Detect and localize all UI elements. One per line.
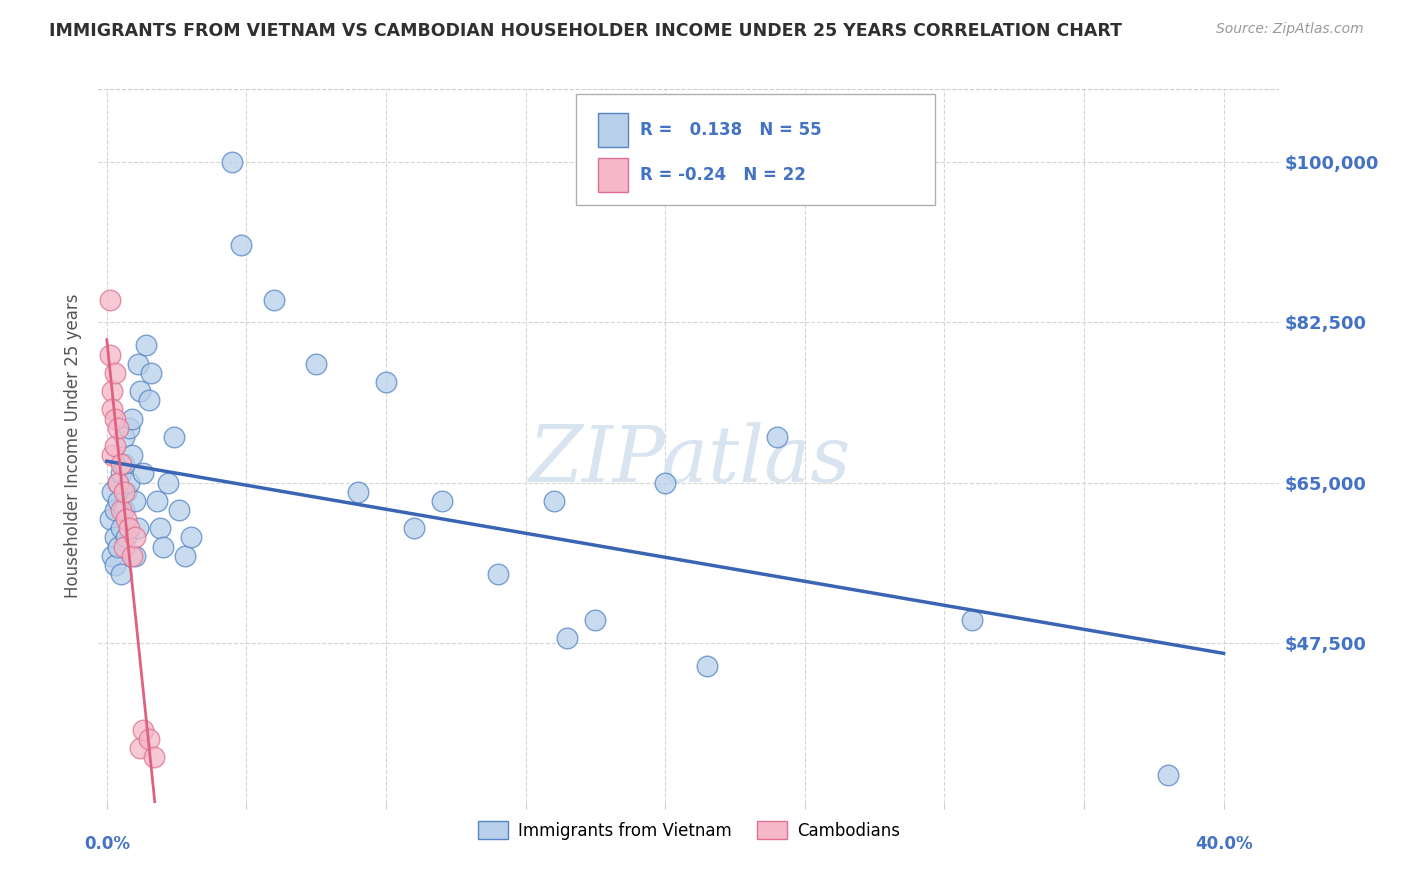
Point bbox=[107, 475, 129, 490]
Point bbox=[375, 375, 398, 389]
Point bbox=[98, 347, 121, 361]
Point bbox=[141, 366, 163, 380]
Point bbox=[101, 384, 124, 398]
Point bbox=[229, 237, 252, 252]
Point bbox=[305, 357, 328, 371]
Text: IMMIGRANTS FROM VIETNAM VS CAMBODIAN HOUSEHOLDER INCOME UNDER 25 YEARS CORRELATI: IMMIGRANTS FROM VIETNAM VS CAMBODIAN HOU… bbox=[49, 22, 1122, 40]
Point bbox=[121, 448, 143, 462]
Point bbox=[115, 512, 138, 526]
Point bbox=[112, 540, 135, 554]
Point bbox=[263, 293, 285, 307]
Point bbox=[127, 357, 149, 371]
Point bbox=[163, 430, 186, 444]
Point bbox=[110, 521, 132, 535]
Point bbox=[766, 430, 789, 444]
Point bbox=[146, 494, 169, 508]
Point bbox=[486, 567, 509, 582]
Point bbox=[654, 475, 676, 490]
Y-axis label: Householder Income Under 25 years: Householder Income Under 25 years bbox=[65, 293, 83, 599]
Point bbox=[221, 155, 243, 169]
Point bbox=[101, 402, 124, 417]
Point bbox=[696, 658, 718, 673]
Point bbox=[121, 549, 143, 563]
Point bbox=[402, 521, 425, 535]
Point bbox=[174, 549, 197, 563]
Point bbox=[110, 467, 132, 481]
Text: R =   0.138   N = 55: R = 0.138 N = 55 bbox=[640, 121, 821, 139]
Point bbox=[118, 475, 141, 490]
Point bbox=[110, 503, 132, 517]
Point bbox=[104, 439, 127, 453]
Point bbox=[135, 338, 157, 352]
Point bbox=[110, 458, 132, 472]
Point bbox=[104, 503, 127, 517]
Point bbox=[347, 484, 370, 499]
Point bbox=[101, 484, 124, 499]
Point bbox=[127, 521, 149, 535]
Point bbox=[962, 613, 984, 627]
Point bbox=[430, 494, 453, 508]
Point bbox=[107, 420, 129, 434]
Point bbox=[118, 521, 141, 535]
Point bbox=[124, 549, 146, 563]
Text: Source: ZipAtlas.com: Source: ZipAtlas.com bbox=[1216, 22, 1364, 37]
Point bbox=[121, 411, 143, 425]
Point bbox=[115, 531, 138, 545]
Point bbox=[583, 613, 606, 627]
Point bbox=[1157, 768, 1180, 782]
Text: 0.0%: 0.0% bbox=[84, 835, 129, 853]
Point bbox=[98, 512, 121, 526]
Text: 40.0%: 40.0% bbox=[1195, 835, 1253, 853]
Point bbox=[115, 484, 138, 499]
Point bbox=[557, 631, 579, 645]
Point bbox=[104, 558, 127, 572]
Point bbox=[124, 531, 146, 545]
Point bbox=[138, 393, 160, 408]
Point bbox=[129, 740, 152, 755]
Point bbox=[152, 540, 174, 554]
Point bbox=[98, 293, 121, 307]
Point bbox=[107, 540, 129, 554]
Point bbox=[107, 475, 129, 490]
Point bbox=[138, 731, 160, 746]
Point bbox=[107, 494, 129, 508]
Point bbox=[112, 503, 135, 517]
Legend: Immigrants from Vietnam, Cambodians: Immigrants from Vietnam, Cambodians bbox=[470, 814, 908, 848]
Point bbox=[110, 567, 132, 582]
Point bbox=[112, 484, 135, 499]
Point bbox=[132, 723, 155, 737]
Text: R = -0.24   N = 22: R = -0.24 N = 22 bbox=[640, 166, 806, 184]
Text: ZIPatlas: ZIPatlas bbox=[527, 422, 851, 499]
Point bbox=[112, 458, 135, 472]
Point bbox=[132, 467, 155, 481]
Point bbox=[129, 384, 152, 398]
Point bbox=[143, 750, 166, 764]
Point bbox=[180, 531, 202, 545]
Point bbox=[104, 366, 127, 380]
Point bbox=[104, 411, 127, 425]
Point bbox=[104, 531, 127, 545]
Point bbox=[157, 475, 180, 490]
Point bbox=[112, 430, 135, 444]
Point bbox=[149, 521, 172, 535]
Point bbox=[543, 494, 565, 508]
Point bbox=[169, 503, 191, 517]
Point bbox=[118, 420, 141, 434]
Point bbox=[101, 549, 124, 563]
Point bbox=[101, 448, 124, 462]
Point bbox=[124, 494, 146, 508]
